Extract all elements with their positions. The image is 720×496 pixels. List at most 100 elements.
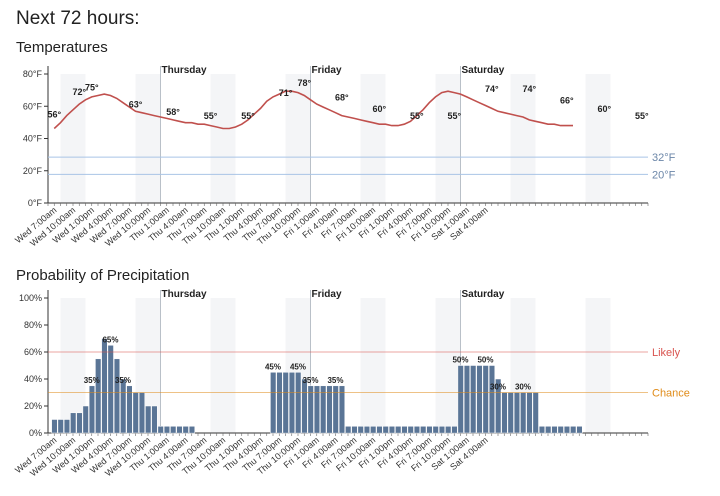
precipitation-bar <box>70 412 77 434</box>
precipitation-bar <box>482 365 489 434</box>
y-tick-label: 80% <box>24 320 42 330</box>
reference-line-label: 32°F <box>652 152 676 164</box>
precipitation-bar <box>551 426 558 434</box>
night-band <box>285 74 311 203</box>
precipitation-bar <box>570 426 577 434</box>
precipitation-label: 45% <box>265 362 281 371</box>
reference-line-label: Chance <box>652 388 690 400</box>
page-title: Next 72 hours: <box>16 8 140 29</box>
precipitation-bar <box>301 378 308 434</box>
precipitation-bar <box>51 419 58 434</box>
precipitation-bar <box>513 392 521 434</box>
temperature-chart-title: Temperatures <box>16 39 108 56</box>
precipitation-bar <box>126 385 133 434</box>
temperature-label: 71° <box>279 88 293 98</box>
precipitation-bar <box>407 426 414 434</box>
precipitation-label: 35% <box>84 376 100 385</box>
day-label: Saturday <box>462 289 505 300</box>
precipitation-bar <box>438 426 445 434</box>
temperature-label: 75° <box>85 83 99 93</box>
night-band <box>360 298 386 433</box>
precipitation-bar <box>363 426 370 434</box>
precipitation-label: 45% <box>290 362 306 371</box>
y-tick-label: 40% <box>24 374 42 384</box>
precipitation-bar <box>270 372 277 434</box>
precipitation-bar <box>545 426 552 434</box>
temperature-label: 55° <box>635 111 649 121</box>
precipitation-bar <box>457 365 464 434</box>
day-label: Saturday <box>462 65 505 76</box>
precipitation-bar <box>388 426 395 434</box>
night-band <box>60 298 86 433</box>
temperature-label: 72° <box>72 87 86 97</box>
temperature-label: 60° <box>597 104 611 114</box>
precipitation-bar <box>563 426 571 434</box>
precipitation-bar <box>501 392 508 434</box>
precipitation-bar <box>282 372 289 434</box>
precipitation-bar <box>76 412 83 434</box>
precipitation-bar <box>182 426 189 434</box>
night-band <box>585 298 611 433</box>
precipitation-bar <box>120 378 127 434</box>
precipitation-bar <box>445 426 452 434</box>
precipitation-bar <box>107 345 114 434</box>
precipitation-label: 50% <box>477 356 493 365</box>
precipitation-bar <box>88 385 96 434</box>
temperature-label: 66° <box>560 95 574 105</box>
precipitation-bar <box>507 392 514 434</box>
precipitation-label: 35% <box>327 376 343 385</box>
precipitation-bar <box>338 385 345 434</box>
y-tick-label: 60°F <box>23 101 43 111</box>
y-tick-label: 0°F <box>28 198 43 208</box>
day-label: Thursday <box>162 289 207 300</box>
precipitation-bar <box>532 392 539 434</box>
precipitation-label: 65% <box>102 335 118 344</box>
precipitation-bar <box>357 426 364 434</box>
precipitation-bar <box>157 426 164 434</box>
day-label: Friday <box>312 65 342 76</box>
precipitation-bar <box>526 392 533 434</box>
temperature-label: 55° <box>410 111 424 121</box>
precipitation-bar <box>176 426 183 434</box>
temperature-label: 60° <box>372 104 386 114</box>
temperature-label: 56° <box>47 110 61 120</box>
temperature-label: 74° <box>485 84 499 94</box>
precipitation-bar <box>188 426 195 434</box>
precipitation-bar <box>276 372 283 434</box>
precipitation-bar <box>113 358 121 434</box>
precipitation-chart: Thursday Friday Saturday 0% 20% 40% 60% 80% 100%… <box>13 289 690 478</box>
night-band <box>135 74 161 203</box>
y-tick-label: 40°F <box>23 134 43 144</box>
precipitation-bar <box>488 365 495 434</box>
precipitation-label: 30% <box>515 383 531 392</box>
temperature-label: 78° <box>297 78 311 88</box>
night-band <box>435 298 461 433</box>
temperature-line <box>53 90 573 130</box>
precipitation-bar <box>432 426 439 434</box>
precipitation-bar <box>413 426 420 434</box>
precipitation-bar <box>170 426 177 434</box>
temperature-label: 58° <box>166 107 180 117</box>
precipitation-bar <box>401 426 408 434</box>
y-tick-label: 100% <box>19 293 42 303</box>
precipitation-bar <box>63 419 71 434</box>
precipitation-label: 35% <box>302 376 318 385</box>
night-band <box>435 74 461 203</box>
precipitation-bar <box>101 338 108 434</box>
precipitation-bar <box>138 392 145 434</box>
precipitation-bar <box>495 378 502 434</box>
precipitation-bar <box>370 426 377 434</box>
temperature-label: 74° <box>522 84 536 94</box>
temperature-label: 55° <box>447 111 461 121</box>
night-band <box>60 74 86 203</box>
precipitation-bar <box>313 385 320 434</box>
y-tick-label: 60% <box>24 347 42 357</box>
night-band <box>210 74 236 203</box>
temperature-label: 55° <box>204 111 218 121</box>
precipitation-bar <box>351 426 358 434</box>
temperature-chart: Thursday Friday Saturday 0°F 20°F 40°F 60°F 80°… <box>13 65 676 248</box>
precipitation-label: 50% <box>452 356 468 365</box>
precipitation-bar <box>557 426 564 434</box>
precipitation-bar <box>326 385 333 434</box>
precipitation-chart-title: Probability of Precipitation <box>16 267 190 284</box>
